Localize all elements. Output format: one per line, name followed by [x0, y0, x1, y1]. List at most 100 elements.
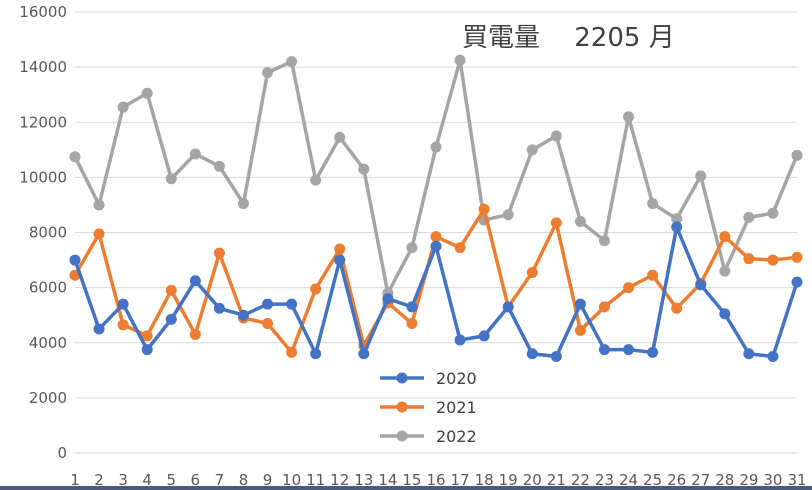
data-point: [767, 351, 779, 363]
x-tick-label: 12: [330, 471, 349, 489]
data-point: [671, 302, 683, 314]
data-point: [382, 293, 394, 305]
data-point: [550, 217, 562, 229]
legend-item-2020: 2020: [380, 369, 477, 388]
data-point: [213, 160, 225, 172]
data-point: [334, 131, 346, 143]
x-tick-label: 25: [643, 471, 662, 489]
legend-item-2022: 2022: [380, 427, 477, 446]
data-point: [286, 346, 298, 358]
data-point: [502, 301, 514, 313]
legend-marker: [396, 372, 408, 384]
data-point: [69, 254, 81, 266]
data-point: [574, 215, 586, 227]
data-point: [695, 279, 707, 291]
data-point: [623, 344, 635, 356]
data-point: [406, 301, 418, 313]
data-point: [647, 346, 659, 358]
data-point: [262, 67, 274, 79]
chart-title: 買電量 2205 月: [462, 23, 675, 53]
data-point: [141, 330, 153, 342]
x-tick-label: 20: [523, 471, 542, 489]
x-tick-label: 2: [94, 471, 104, 489]
data-point: [358, 163, 370, 175]
x-tick-label: 6: [191, 471, 201, 489]
data-point: [334, 243, 346, 255]
y-tick-label: 14000: [19, 58, 67, 76]
data-point: [406, 242, 418, 254]
y-tick-label: 4000: [29, 334, 67, 352]
data-point: [165, 173, 177, 185]
y-tick-label: 2000: [29, 389, 67, 407]
data-point: [406, 317, 418, 329]
x-axis-ticks: 1 2 3 4 5 6 7 8 9 10 11 12 13 14 15 16 17 18 19 20 21 22 23 24 2…: [70, 471, 806, 489]
data-point: [69, 151, 81, 163]
data-point: [743, 211, 755, 223]
data-point: [791, 149, 803, 161]
data-point: [598, 344, 610, 356]
y-tick-label: 10000: [19, 168, 67, 186]
data-point: [647, 198, 659, 210]
data-point: [574, 298, 586, 310]
data-point: [526, 348, 538, 360]
x-tick-label: 1: [70, 471, 80, 489]
data-point: [141, 344, 153, 356]
data-point: [574, 324, 586, 336]
y-tick-label: 0: [57, 444, 67, 462]
x-tick-label: 7: [215, 471, 225, 489]
data-point: [310, 283, 322, 295]
x-tick-label: 17: [451, 471, 470, 489]
data-point: [767, 254, 779, 266]
window-bottom-edge: [0, 486, 812, 490]
data-point: [526, 266, 538, 278]
data-point: [743, 253, 755, 265]
y-tick-label: 6000: [29, 279, 67, 297]
x-tick-label: 28: [715, 471, 734, 489]
data-point: [598, 301, 610, 313]
data-point: [93, 323, 105, 335]
data-point: [454, 334, 466, 346]
data-point: [502, 209, 514, 221]
series-2020: [69, 221, 803, 363]
data-point: [286, 56, 298, 68]
data-point: [454, 54, 466, 66]
x-tick-label: 24: [619, 471, 638, 489]
x-tick-label: 29: [739, 471, 758, 489]
data-point: [526, 144, 538, 156]
y-tick-label: 16000: [19, 3, 67, 21]
x-tick-label: 5: [166, 471, 176, 489]
x-tick-label: 9: [263, 471, 273, 489]
series-line: [73, 207, 798, 355]
x-tick-label: 19: [499, 471, 518, 489]
data-point: [430, 240, 442, 252]
x-tick-label: 27: [691, 471, 710, 489]
y-tick-label: 12000: [19, 113, 67, 131]
data-point: [189, 275, 201, 287]
data-point: [598, 235, 610, 247]
x-tick-label: 31: [787, 471, 806, 489]
data-point: [262, 298, 274, 310]
data-point: [310, 174, 322, 186]
data-point: [671, 221, 683, 233]
series-2022: [69, 54, 803, 299]
legend-label: 2022: [436, 427, 477, 446]
x-tick-label: 13: [354, 471, 373, 489]
legend-item-2021: 2021: [380, 398, 477, 417]
legend-label: 2021: [436, 398, 477, 417]
data-point: [478, 330, 490, 342]
legend-marker: [396, 430, 408, 442]
x-tick-label: 15: [402, 471, 421, 489]
data-point: [358, 348, 370, 360]
x-tick-label: 26: [667, 471, 686, 489]
data-point: [454, 242, 466, 254]
data-point: [623, 111, 635, 123]
data-point: [623, 282, 635, 294]
x-tick-label: 14: [378, 471, 397, 489]
x-tick-label: 23: [595, 471, 614, 489]
data-point: [767, 207, 779, 219]
legend: 2020 2021 2022: [380, 369, 477, 446]
x-tick-label: 8: [239, 471, 249, 489]
data-point: [791, 276, 803, 288]
data-point: [189, 148, 201, 160]
